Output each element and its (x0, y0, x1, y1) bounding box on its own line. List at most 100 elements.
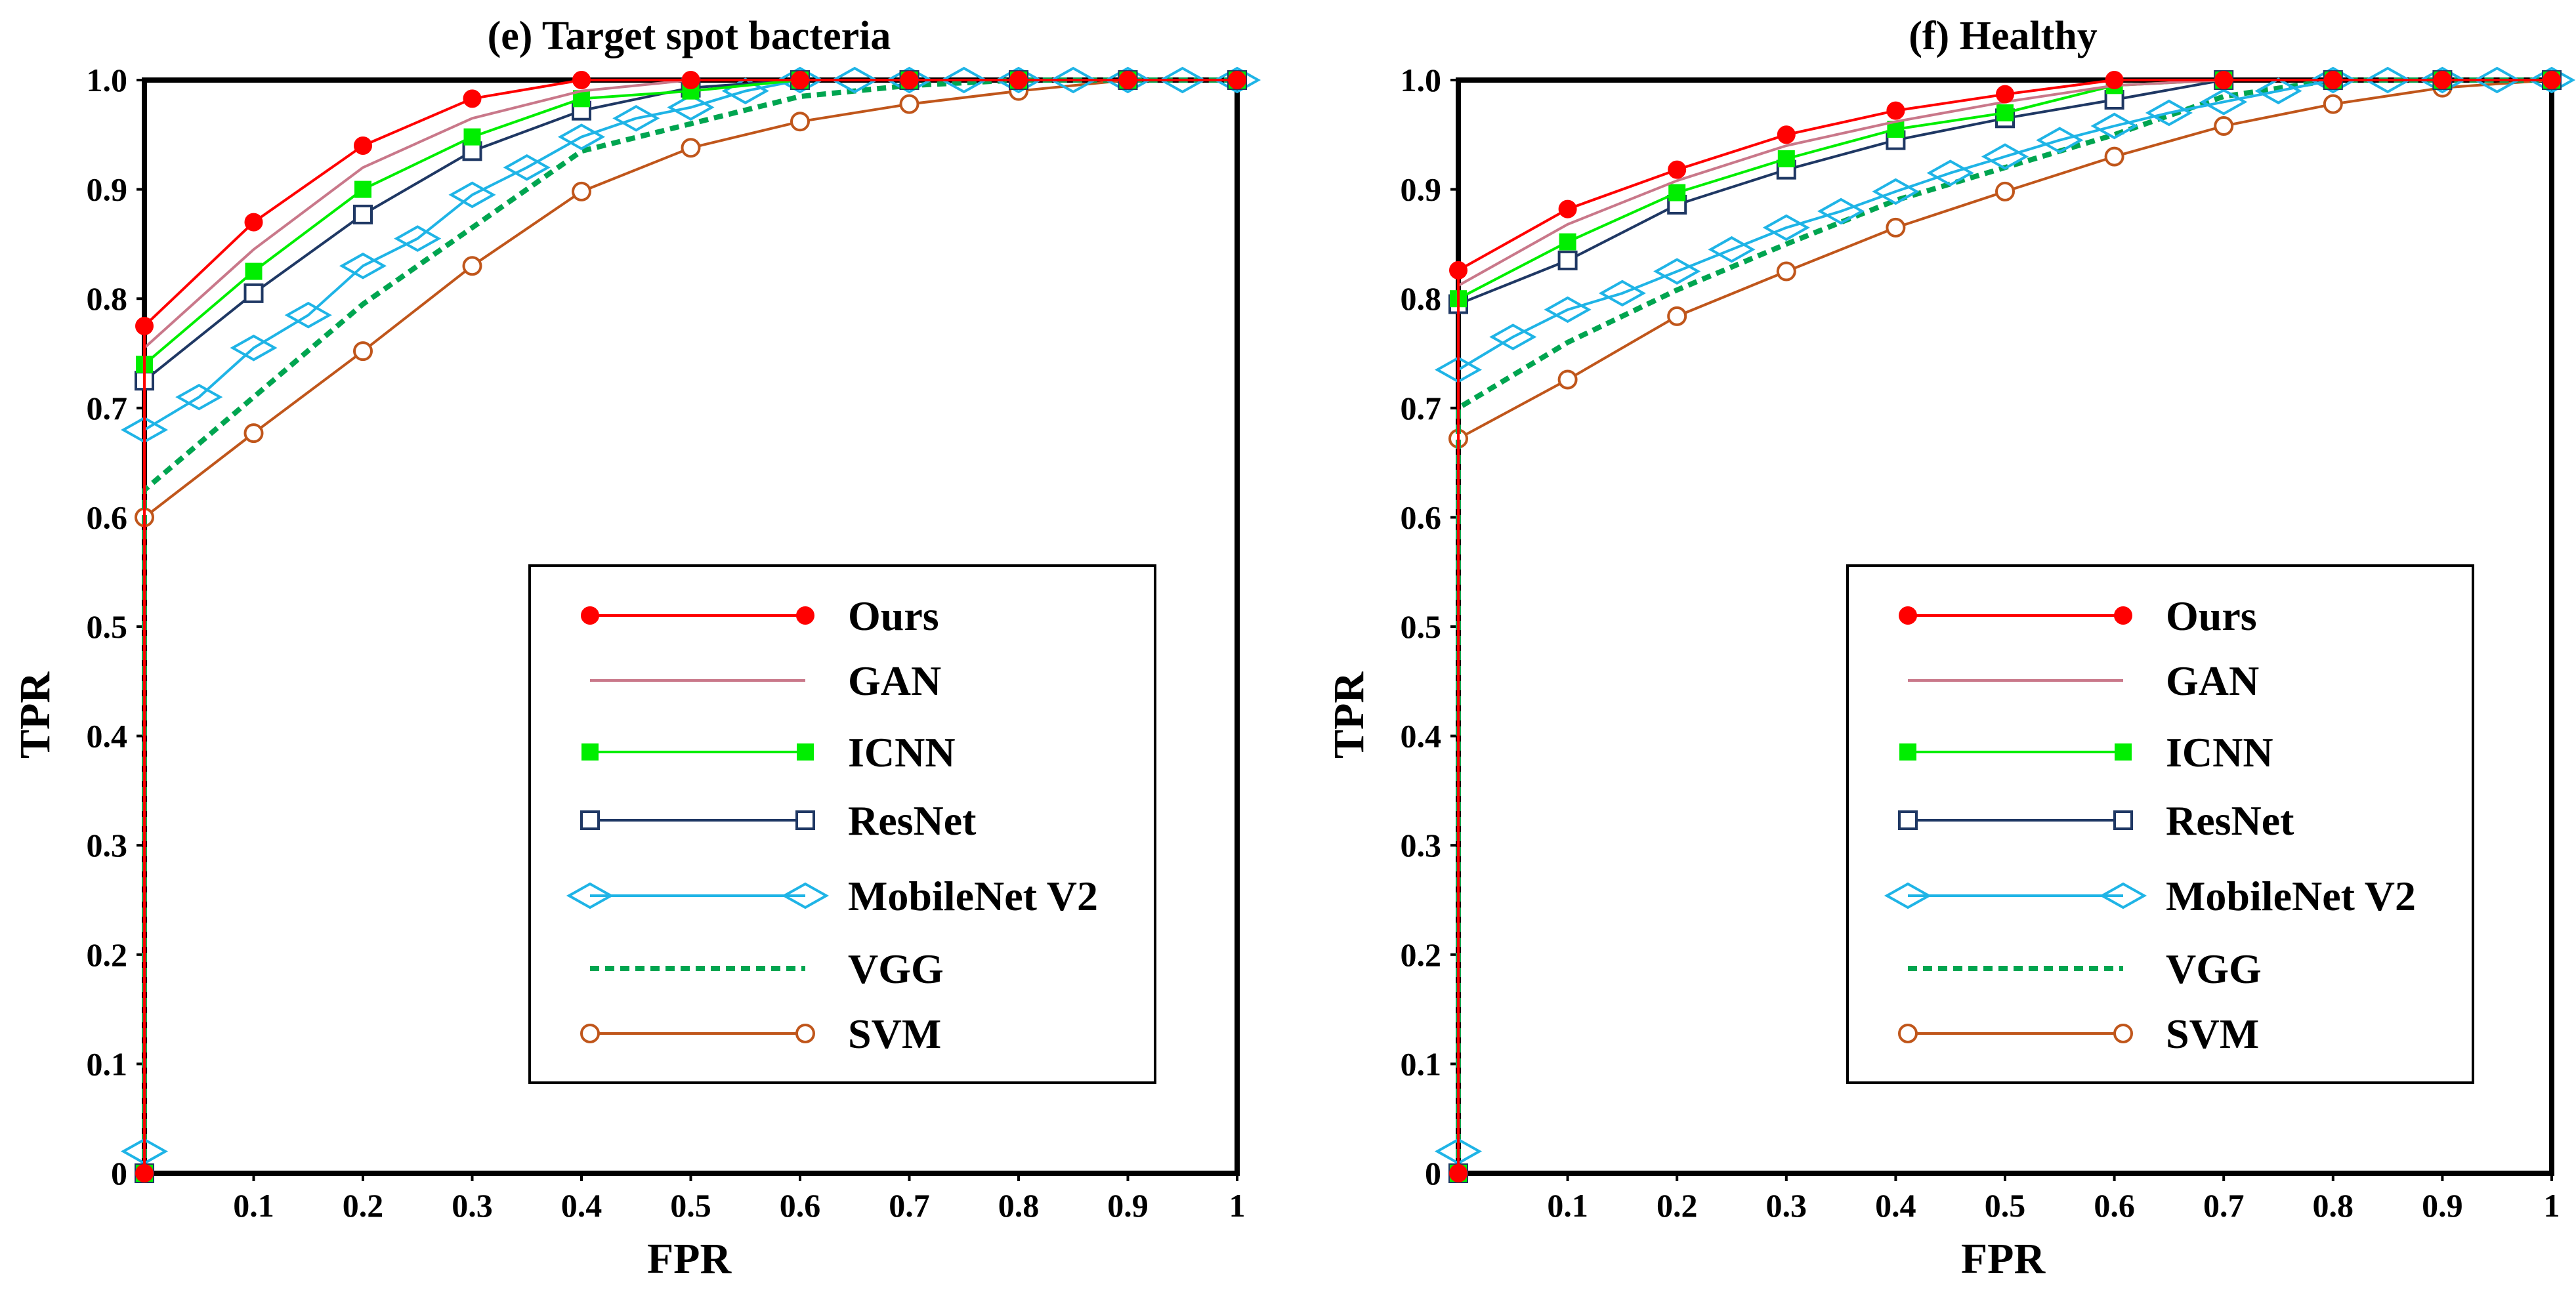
x-tick-label: 0.5 (1985, 1187, 2026, 1224)
data-point-resnet (243, 283, 264, 303)
y-tick-label: 0.5 (87, 608, 128, 645)
data-point-ours (681, 71, 700, 89)
legend-item-svm: SVM (580, 1011, 941, 1057)
x-axis-label: FPR (647, 1235, 732, 1283)
x-tick-label: 0.7 (2203, 1187, 2245, 1224)
data-point-ours (1449, 1164, 1467, 1182)
data-point-mobilenet-v2 (1434, 356, 1483, 383)
data-point-svm (2214, 115, 2234, 136)
data-point-svm (899, 94, 919, 114)
legend-marker-icnn (1899, 743, 1916, 761)
data-point-ours (1449, 261, 1467, 280)
series-line-svm (1457, 79, 2552, 1173)
data-point-ours (1118, 71, 1137, 89)
x-tick-label: 1 (1229, 1187, 1246, 1224)
legend: Ours GAN ICNN ResNet MobileNet V2 VGG SVM (528, 564, 1156, 1084)
data-point-icnn (1668, 184, 1686, 201)
y-tick-label: 0.9 (87, 171, 128, 208)
data-point-ours (1228, 71, 1246, 89)
y-tick-label: 0.7 (1401, 390, 1442, 427)
data-point-ours (572, 71, 591, 89)
legend-marker-svm (580, 1024, 600, 1043)
data-point-mobilenet-v2 (1653, 258, 1701, 285)
legend-marker-resnet (2113, 810, 2133, 830)
x-tick-label: 0.2 (343, 1187, 384, 1224)
data-point-mobilenet-v2 (175, 383, 223, 411)
legend-marker-svm (2113, 1024, 2133, 1043)
data-point-mobilenet-v2 (1598, 280, 1646, 307)
data-point-icnn (1559, 233, 1576, 251)
x-tick-label: 0.3 (452, 1187, 493, 1224)
y-tick-label: 1.0 (1401, 62, 1442, 98)
data-point-ours (135, 1164, 154, 1182)
chart-title: (f) Healthy (1909, 14, 2098, 58)
data-point-mobilenet-v2 (2254, 77, 2302, 104)
data-point-svm (462, 256, 482, 276)
legend-marker-mobilenet-v2 (781, 882, 830, 909)
y-tick-label: 0.5 (1401, 608, 1442, 645)
x-tick-label: 0.1 (1547, 1187, 1588, 1224)
x-tick-label: 0.2 (1657, 1187, 1698, 1224)
data-point-svm (243, 423, 264, 444)
legend-item-gan: GAN (590, 657, 941, 704)
legend-label: ICNN (848, 729, 956, 776)
legend-item-ours: Ours (581, 593, 939, 639)
legend-item-mobilenet-v2: MobileNet V2 (1884, 873, 2416, 919)
data-point-ours (1886, 101, 1905, 120)
panel-target-spot-bacteria: (e) Target spot bacteria FPR TPR 0 0.1 0.2… (11, 14, 1261, 1283)
data-point-svm (2323, 94, 2343, 114)
data-point-ours (2323, 71, 2342, 89)
data-point-mobilenet-v2 (612, 105, 660, 132)
legend-marker-ours (581, 606, 599, 625)
data-point-icnn (245, 262, 263, 280)
data-point-mobilenet-v2 (1981, 143, 2029, 170)
data-point-ours (900, 71, 919, 89)
data-point-mobilenet-v2 (503, 154, 551, 181)
data-point-ours (1558, 199, 1577, 219)
chart-title: (e) Target spot bacteria (488, 14, 891, 58)
legend-marker-mobilenet-v2 (2099, 882, 2147, 909)
data-point-ours (1777, 125, 1796, 144)
y-tick-label: 0.6 (87, 499, 128, 535)
data-point-mobilenet-v2 (230, 334, 278, 362)
legend-label: VGG (2166, 946, 2262, 992)
data-point-ours (244, 213, 263, 232)
legend-marker-resnet (1898, 810, 1918, 830)
legend-label: GAN (848, 657, 941, 704)
y-tick-label: 0.4 (1401, 718, 1442, 755)
legend-box (528, 564, 1156, 1084)
data-point-mobilenet-v2 (394, 225, 442, 252)
tick-labels: 0 0.1 0.2 0.3 0.4 0.5 0.6 0.7 0.8 0.9 1.0 0.1 0.2 0.3… (1401, 62, 2560, 1224)
legend-label: ResNet (848, 797, 977, 844)
x-tick-label: 0.9 (1107, 1187, 1149, 1224)
y-axis-label: TPR (1325, 671, 1373, 759)
legend-item-svm: SVM (1898, 1011, 2259, 1057)
series-line-svm (143, 79, 1237, 1173)
y-tick-label: 0 (1425, 1155, 1441, 1192)
series-ours (135, 71, 1246, 1182)
y-axis-label: TPR (11, 671, 59, 759)
data-point-ours (1009, 71, 1028, 89)
legend-marker-svm (1898, 1024, 1918, 1043)
data-point-icnn (1996, 104, 2014, 121)
data-point-icnn (354, 180, 371, 198)
legend-label: SVM (2166, 1011, 2259, 1057)
data-point-svm (1776, 261, 1796, 282)
y-tick-label: 0.3 (87, 827, 128, 864)
data-point-svm (2104, 146, 2124, 167)
data-point-mobilenet-v2 (120, 1138, 169, 1165)
series-ours (1449, 71, 2561, 1182)
data-point-ours (2214, 71, 2233, 89)
legend-box (1846, 564, 2474, 1084)
y-tick-label: 0.3 (1401, 827, 1442, 864)
y-tick-label: 0.2 (1401, 936, 1442, 973)
x-tick-label: 0.8 (2313, 1187, 2354, 1224)
x-axis-label: FPR (1961, 1235, 2046, 1283)
legend: Ours GAN ICNN ResNet MobileNet V2 VGG SVM (1846, 564, 2474, 1084)
data-point-mobilenet-v2 (1434, 1138, 1483, 1165)
y-tick-label: 1.0 (87, 62, 128, 98)
data-point-resnet (1557, 250, 1578, 270)
data-point-ours (2105, 71, 2124, 89)
